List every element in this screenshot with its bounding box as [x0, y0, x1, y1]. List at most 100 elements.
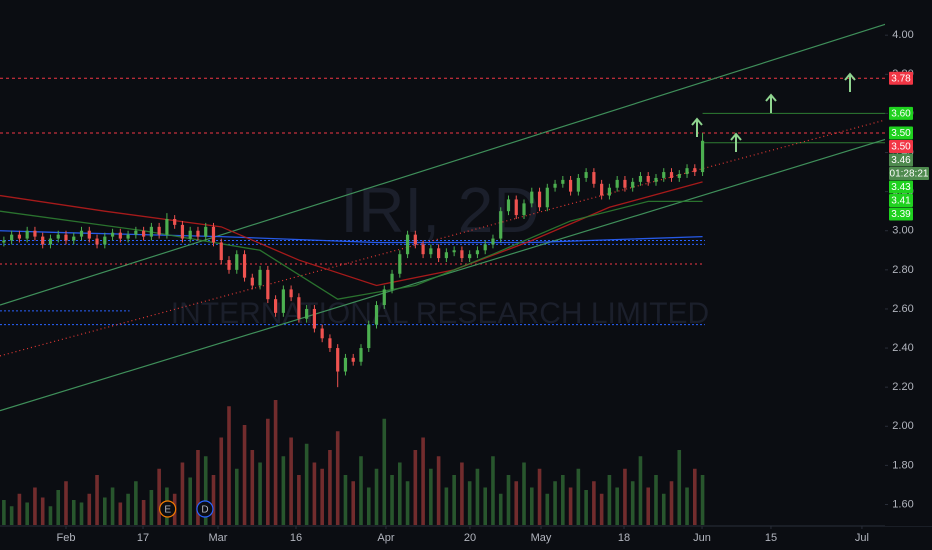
volume-bar: [421, 437, 425, 525]
x-tick-label: Feb: [57, 532, 76, 544]
volume-bar: [126, 493, 130, 525]
volume-bar: [436, 456, 441, 525]
x-tick-label: Mar: [209, 532, 228, 544]
y-tick-label: 2.00: [892, 420, 913, 432]
volume-bar: [25, 502, 29, 525]
volume-bar: [677, 450, 682, 525]
y-tick-label: 1.60: [892, 498, 913, 510]
price-badge-label: 3.50: [891, 128, 911, 139]
candle-body: [654, 177, 658, 182]
volume-bar: [79, 502, 84, 525]
candle-body: [305, 308, 309, 319]
candle-body: [110, 232, 115, 237]
price-badge-label: 3.46: [891, 155, 911, 166]
volume-bar: [2, 500, 6, 525]
volume-bar: [95, 475, 99, 525]
candle-body: [211, 226, 216, 243]
volume-bar: [390, 475, 394, 525]
candle-body: [568, 179, 573, 192]
volume-bar: [568, 487, 573, 525]
candle-body: [118, 232, 122, 239]
price-badge: [889, 153, 913, 167]
candle-body: [10, 234, 14, 241]
volume-bar: [273, 400, 278, 525]
candle-body: [33, 230, 37, 237]
candle-body: [165, 219, 169, 235]
volume-bar: [110, 487, 115, 525]
event-marker: [196, 500, 214, 518]
candle-body: [483, 244, 487, 251]
volume-bar: [219, 437, 224, 525]
x-tick-label: 17: [137, 532, 149, 544]
y-tick-label: 2.20: [892, 381, 913, 393]
volume-bar: [654, 475, 658, 525]
volume-bar: [452, 475, 456, 525]
candle-body: [429, 248, 433, 255]
volume-bar: [289, 437, 293, 525]
volume-bar: [157, 468, 161, 525]
volume-bar: [118, 502, 123, 525]
candle-body: [266, 269, 270, 300]
candle-body: [669, 172, 674, 178]
volume-bar: [234, 468, 239, 525]
candle-body: [17, 234, 22, 239]
volume-bar: [615, 487, 619, 525]
candle-body: [336, 348, 340, 372]
price-badge: [889, 106, 913, 120]
volume-bar: [537, 468, 542, 525]
candle-body: [41, 236, 45, 245]
volume-bar: [242, 425, 247, 525]
candle-body: [584, 172, 588, 178]
candle-body: [506, 199, 511, 212]
volume-bar: [64, 481, 68, 525]
volume-bar: [180, 462, 185, 525]
volume-bar: [281, 456, 286, 525]
volume-bar: [693, 468, 697, 525]
x-tick-label: Apr: [377, 532, 394, 544]
candle-body: [623, 179, 627, 188]
candle-body: [242, 254, 247, 278]
volume-bar: [646, 487, 651, 525]
volume-bar: [258, 462, 262, 525]
candle-body: [126, 234, 130, 239]
volume-bar: [483, 487, 487, 525]
price-badge: [889, 180, 913, 194]
event-label: D: [201, 505, 208, 516]
candle-body: [180, 224, 185, 239]
volume-bar: [9, 506, 14, 525]
candle-body: [289, 289, 293, 298]
volume-bar: [506, 475, 511, 525]
candle-body: [421, 244, 425, 255]
candle-body: [576, 177, 580, 192]
candle-body: [235, 254, 239, 270]
event-marker: [159, 500, 177, 518]
price-badge-label: 3.41: [891, 196, 911, 207]
y-tick-label: 2.40: [892, 342, 913, 354]
volume-bar: [475, 468, 480, 525]
x-tick-label: 20: [464, 532, 476, 544]
volume-bar: [71, 500, 76, 525]
x-tick-label: 15: [765, 532, 777, 544]
volume-bar: [149, 490, 154, 525]
moving-average: [0, 230, 703, 244]
x-tick-label: 18: [618, 532, 630, 544]
arrow: [765, 93, 777, 113]
candle-body: [685, 168, 689, 175]
candle-body: [537, 191, 542, 208]
volume-bar: [623, 468, 627, 525]
volume-bar: [304, 443, 309, 525]
y-tick-label: 4.00: [892, 29, 913, 41]
annotation-arrows: [691, 72, 856, 152]
volume-bar: [467, 481, 472, 525]
volume-bar: [498, 493, 503, 525]
x-tick-label: May: [531, 532, 552, 544]
candle-body: [351, 357, 355, 362]
price-badge-label: 3.60: [891, 109, 911, 120]
candle-body: [390, 273, 394, 290]
countdown: 01:28:21: [890, 169, 929, 180]
candle-body: [374, 305, 379, 325]
candle-body: [320, 328, 324, 339]
candle-body: [662, 172, 666, 178]
volume-bar: [607, 475, 612, 525]
